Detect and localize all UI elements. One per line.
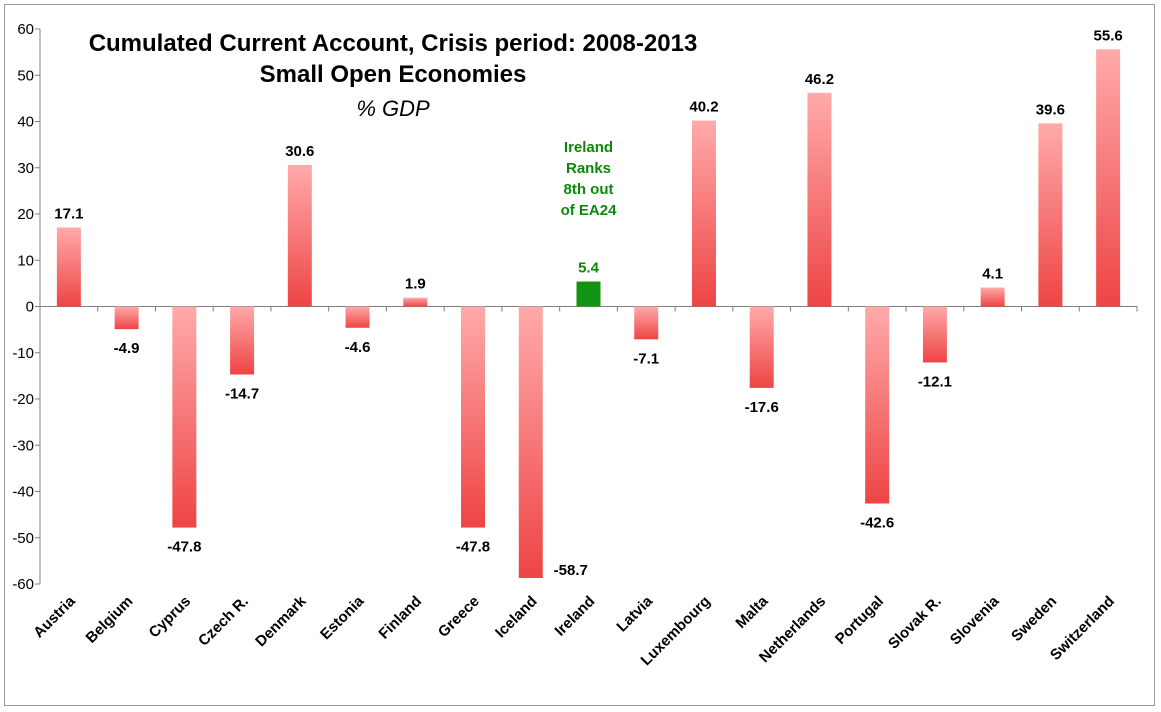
y-tick-label: 60 xyxy=(17,21,34,38)
data-label: 5.4 xyxy=(578,260,600,277)
bar-luxembourg xyxy=(691,120,716,307)
x-category-label: Belgium xyxy=(83,593,137,647)
x-category-label: Latvia xyxy=(613,592,656,635)
y-tick-label: 20 xyxy=(17,206,34,223)
y-tick-label: -50 xyxy=(12,530,34,547)
bar-sweden xyxy=(1038,123,1063,307)
bar-belgium xyxy=(114,306,139,330)
bar-switzerland xyxy=(1096,49,1121,307)
data-label: 55.6 xyxy=(1094,27,1123,44)
annotation-line: 8th out xyxy=(564,181,614,198)
data-label: -58.7 xyxy=(554,562,588,579)
x-category-label: Slovak R. xyxy=(885,593,945,653)
bar-slovak-r xyxy=(922,306,947,363)
data-label: 4.1 xyxy=(982,266,1003,283)
y-tick-label: -30 xyxy=(12,437,34,454)
data-label: 40.2 xyxy=(689,99,718,116)
y-tick-label: 40 xyxy=(17,114,34,131)
x-category-label: Portugal xyxy=(832,593,887,648)
x-category-label: Sweden xyxy=(1008,593,1060,645)
y-tick-label: 0 xyxy=(26,299,34,316)
chart-subtitle: Small Open Economies xyxy=(260,61,527,88)
data-label: 39.6 xyxy=(1036,101,1065,118)
data-label: -47.8 xyxy=(456,539,490,556)
bar-finland xyxy=(403,297,428,307)
chart-frame xyxy=(4,4,1155,706)
bar-netherlands xyxy=(807,92,832,307)
data-label: -4.9 xyxy=(114,340,140,357)
x-category-label: Ireland xyxy=(552,593,599,640)
y-tick-label: 10 xyxy=(17,252,34,269)
data-label: 17.1 xyxy=(54,205,83,222)
x-category-label: Malta xyxy=(732,592,772,632)
data-label: 30.6 xyxy=(285,143,314,160)
bar-denmark xyxy=(287,164,312,307)
x-category-label: Greece xyxy=(435,593,483,641)
x-category-label: Iceland xyxy=(492,593,541,642)
data-label: -7.1 xyxy=(633,350,659,367)
x-category-label: Austria xyxy=(30,592,79,641)
bar-cyprus xyxy=(172,306,197,528)
x-category-label: Denmark xyxy=(252,592,310,650)
data-label: 46.2 xyxy=(805,71,834,88)
x-category-label: Czech R. xyxy=(195,593,252,650)
data-label: -12.1 xyxy=(918,373,952,390)
bar-czech-r xyxy=(230,306,255,375)
data-label: -17.6 xyxy=(745,399,779,416)
bar-slovenia xyxy=(980,287,1005,307)
bars xyxy=(56,49,1121,578)
annotation-line: Ireland xyxy=(564,139,613,156)
x-category-label: Estonia xyxy=(317,592,368,643)
bar-austria xyxy=(56,227,81,307)
x-category-label: Cyprus xyxy=(146,593,195,642)
annotation: Ireland Ranks 8th out of EA24 xyxy=(561,139,618,219)
chart-title: Cumulated Current Account, Crisis period… xyxy=(89,30,698,57)
y-tick-label: -60 xyxy=(12,576,34,593)
y-tick-label: -10 xyxy=(12,345,34,362)
y-tick-label: 50 xyxy=(17,67,34,84)
y-tick-label: 30 xyxy=(17,160,34,177)
annotation-line: of EA24 xyxy=(561,202,618,219)
data-label: -4.6 xyxy=(345,339,371,356)
unit-label: % GDP xyxy=(356,96,430,121)
bar-portugal xyxy=(865,306,890,504)
bar-ireland xyxy=(576,281,601,307)
bar-greece xyxy=(461,306,486,528)
data-label: -14.7 xyxy=(225,385,259,402)
data-label: -42.6 xyxy=(860,515,894,532)
data-label: -47.8 xyxy=(167,539,201,556)
annotation-line: Ranks xyxy=(566,160,611,177)
y-tick-label: -40 xyxy=(12,484,34,501)
bar-latvia xyxy=(634,306,659,340)
y-tick-label: -20 xyxy=(12,391,34,408)
x-category-label: Slovenia xyxy=(947,592,1003,648)
axes: 60 50 40 30 20 10 0 -10 -20 -30 -40 -50 -60 xyxy=(12,21,1138,593)
bar-iceland xyxy=(518,306,543,578)
x-category-label: Finland xyxy=(375,593,425,643)
bar-estonia xyxy=(345,306,370,328)
data-label: 1.9 xyxy=(405,276,426,293)
bar-malta xyxy=(749,306,774,388)
